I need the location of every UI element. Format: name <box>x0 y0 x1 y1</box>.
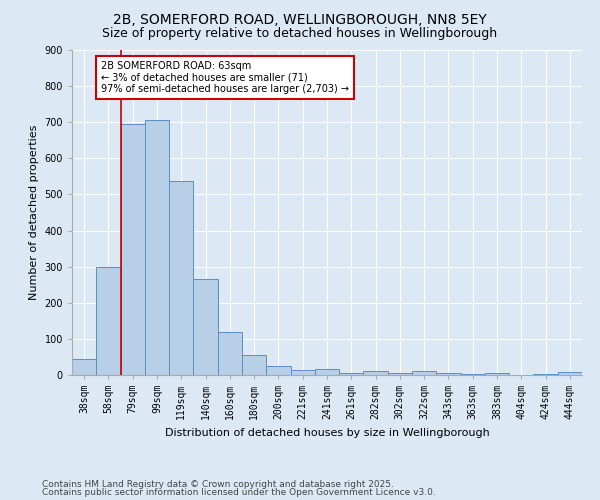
Bar <box>96 266 121 375</box>
Text: 2B SOMERFORD ROAD: 63sqm
← 3% of detached houses are smaller (71)
97% of semi-de: 2B SOMERFORD ROAD: 63sqm ← 3% of detache… <box>101 61 349 94</box>
Bar <box>72 359 96 375</box>
Bar <box>558 372 582 375</box>
Bar <box>412 372 436 375</box>
Text: Size of property relative to detached houses in Wellingborough: Size of property relative to detached ho… <box>103 28 497 40</box>
Text: Contains HM Land Registry data © Crown copyright and database right 2025.: Contains HM Land Registry data © Crown c… <box>42 480 394 489</box>
Bar <box>193 280 218 375</box>
Bar <box>266 366 290 375</box>
Bar <box>315 369 339 375</box>
Bar <box>436 373 461 375</box>
Bar <box>242 355 266 375</box>
Bar <box>364 372 388 375</box>
Y-axis label: Number of detached properties: Number of detached properties <box>29 125 39 300</box>
Bar <box>290 370 315 375</box>
Text: 2B, SOMERFORD ROAD, WELLINGBOROUGH, NN8 5EY: 2B, SOMERFORD ROAD, WELLINGBOROUGH, NN8 … <box>113 12 487 26</box>
Text: Contains public sector information licensed under the Open Government Licence v3: Contains public sector information licen… <box>42 488 436 497</box>
Bar <box>169 180 193 375</box>
Bar <box>388 373 412 375</box>
X-axis label: Distribution of detached houses by size in Wellingborough: Distribution of detached houses by size … <box>164 428 490 438</box>
Bar <box>533 374 558 375</box>
Bar <box>218 332 242 375</box>
Bar <box>485 373 509 375</box>
Bar <box>145 120 169 375</box>
Bar <box>339 373 364 375</box>
Bar <box>461 374 485 375</box>
Bar <box>121 124 145 375</box>
